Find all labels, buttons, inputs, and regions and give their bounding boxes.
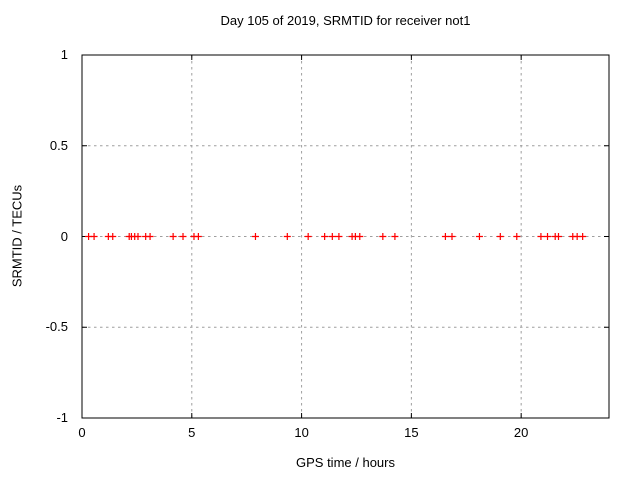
data-point-marker (356, 233, 364, 240)
x-tick-label: 5 (188, 425, 196, 440)
data-point-marker (134, 233, 142, 240)
data-point-marker (146, 233, 154, 240)
data-point-marker (90, 233, 98, 240)
x-tick-label: 0 (78, 425, 86, 440)
y-tick-label: 0 (60, 228, 68, 244)
data-point-marker (475, 233, 483, 240)
x-tick-label: 20 (513, 425, 529, 440)
x-axis-label: GPS time / hours (296, 455, 395, 470)
y-tick-label: -0.5 (45, 319, 68, 335)
data-point-marker (251, 233, 259, 240)
data-point-marker (537, 233, 545, 240)
x-tick-label: 10 (294, 425, 309, 440)
data-point-marker (335, 233, 343, 240)
data-point-marker (304, 233, 312, 240)
data-point-marker (544, 233, 552, 240)
data-point-marker (579, 233, 587, 240)
data-point-marker (283, 233, 291, 240)
data-point-marker (448, 233, 456, 240)
data-point-marker (321, 233, 329, 240)
chart-title: Day 105 of 2019, SRMTID for receiver not… (220, 13, 471, 28)
data-point-marker (391, 233, 399, 240)
data-point-marker (379, 233, 387, 240)
x-tick-label: 15 (404, 425, 419, 440)
data-point-marker (513, 233, 521, 240)
data-point-marker (169, 233, 177, 240)
data-point-marker (109, 233, 117, 240)
y-tick-label: -1 (56, 410, 68, 425)
y-tick-label: 1 (60, 47, 68, 62)
data-point-marker (179, 233, 187, 240)
data-point-marker (554, 233, 562, 240)
data-point-marker (328, 233, 336, 240)
data-point-marker (194, 233, 202, 240)
data-point-marker (441, 233, 449, 240)
y-tick-label: 0.5 (49, 137, 68, 153)
data-point-marker (496, 233, 504, 240)
